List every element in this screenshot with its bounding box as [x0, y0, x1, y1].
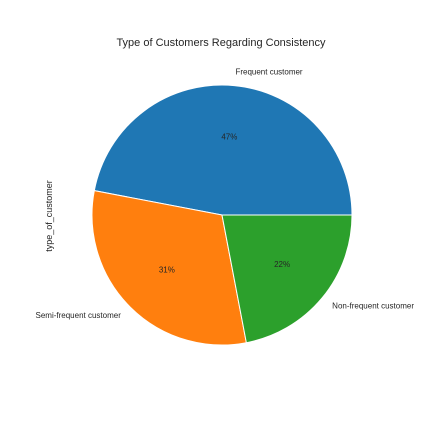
pie-slices	[91, 84, 353, 346]
pie-slice-frequent-customer	[93, 84, 353, 216]
pie-slice-semi-frequent-customer	[91, 190, 247, 346]
slice-label-semi-frequent-customer: Semi-frequent customer	[36, 311, 122, 320]
pie-labels: Frequent customer 47% Semi-frequent custom…	[36, 68, 415, 320]
slice-label-non-frequent-customer: Non-frequent customer	[332, 301, 414, 310]
chart-title: Type of Customers Regarding Consistency	[116, 37, 326, 49]
slice-label-frequent-customer: Frequent customer	[235, 68, 302, 77]
slice-percent-frequent-customer: 47%	[221, 132, 237, 141]
pie-slice-non-frequent-customer	[221, 214, 353, 344]
y-axis-label: type_of_customer	[44, 180, 54, 252]
slice-percent-semi-frequent-customer: 31%	[159, 265, 175, 274]
slice-percent-non-frequent-customer: 22%	[274, 260, 290, 269]
